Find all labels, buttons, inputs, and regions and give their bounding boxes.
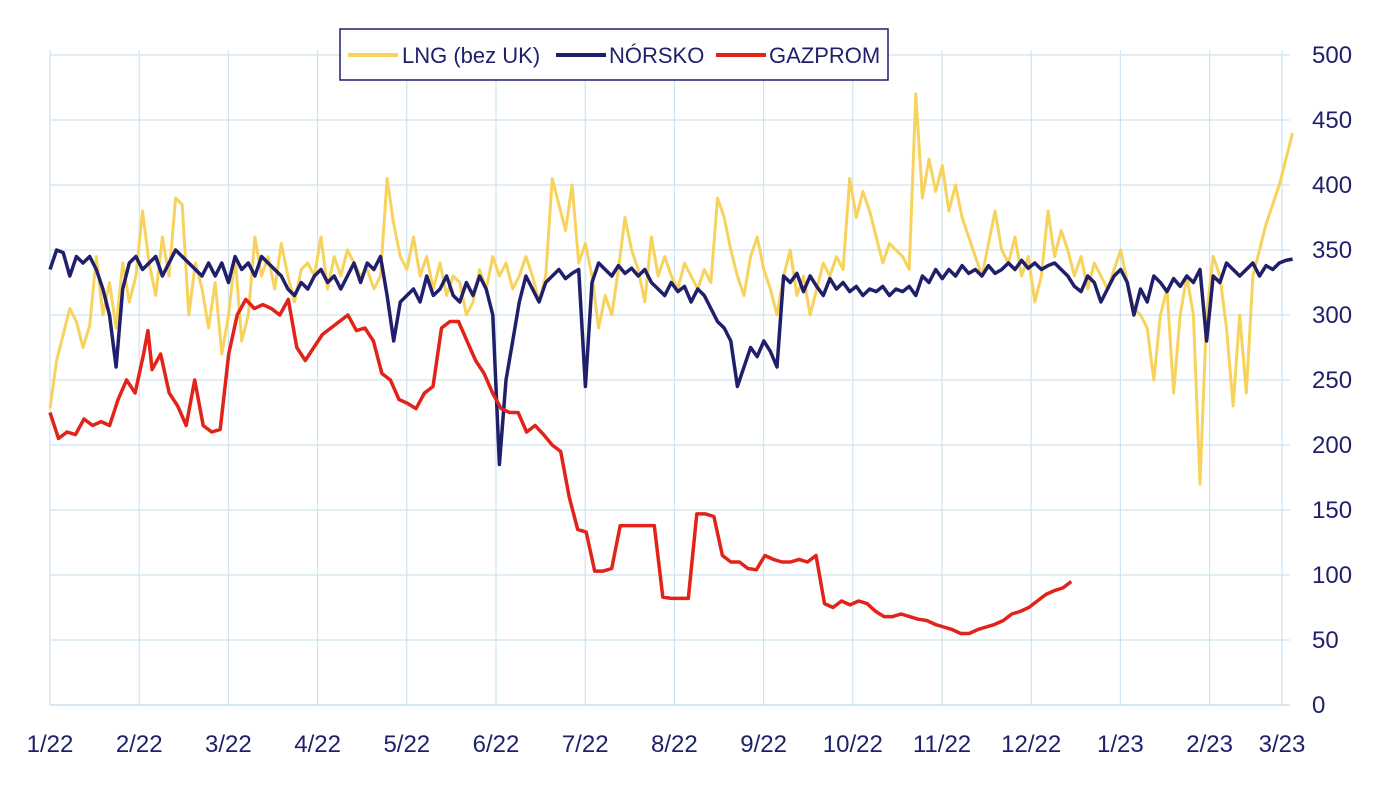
series-layer	[48, 92, 1295, 636]
horizontal-gridlines	[50, 54, 1290, 706]
y-tick-label: 0	[1312, 692, 1325, 719]
y-tick-label: 450	[1312, 107, 1352, 134]
x-tick-label: 8/22	[651, 731, 698, 758]
x-tick-label: 1/22	[27, 731, 74, 758]
x-tick-label: 1/23	[1097, 731, 1144, 758]
legend-label-lng: LNG (bez UK)	[402, 43, 540, 68]
y-tick-label: 50	[1312, 627, 1339, 654]
x-tick-label: 6/22	[473, 731, 520, 758]
legend-box	[339, 28, 889, 81]
x-tick-label: 3/22	[205, 731, 252, 758]
legend-label-norsko: NÓRSKO	[609, 43, 704, 68]
y-tick-label: 350	[1312, 237, 1352, 264]
x-tick-label: 12/22	[1001, 731, 1061, 758]
x-tick-label: 2/22	[116, 731, 163, 758]
y-tick-label: 250	[1312, 367, 1352, 394]
y-tick-label: 500	[1312, 42, 1352, 69]
x-tick-label: 9/22	[740, 731, 787, 758]
y-tick-labels: 0 50 100 150 200 250 300 350 400 450 500	[1312, 42, 1352, 719]
y-tick-label: 100	[1312, 562, 1352, 589]
y-tick-label: 300	[1312, 302, 1352, 329]
y-tick-label: 400	[1312, 172, 1352, 199]
legend: LNG (bez UK) NÓRSKO GAZPROM	[339, 28, 889, 81]
x-tick-label: 3/23	[1259, 731, 1306, 758]
series-line-norsko	[48, 248, 1293, 467]
series-line-gazprom	[48, 297, 1073, 636]
y-tick-label: 200	[1312, 432, 1352, 459]
x-tick-labels: 1/22 2/22 3/22 4/22 5/22 6/22 7/22 8/22 9/22 10/2…	[27, 731, 1306, 758]
legend-label-gazprom: GAZPROM	[769, 43, 880, 68]
y-tick-label: 150	[1312, 497, 1352, 524]
x-tick-label: 7/22	[562, 731, 609, 758]
x-tick-label: 10/22	[823, 731, 883, 758]
x-tick-label: 4/22	[294, 731, 341, 758]
x-tick-label: 2/23	[1186, 731, 1233, 758]
x-tick-label: 5/22	[383, 731, 430, 758]
x-tick-label: 11/22	[913, 731, 971, 758]
